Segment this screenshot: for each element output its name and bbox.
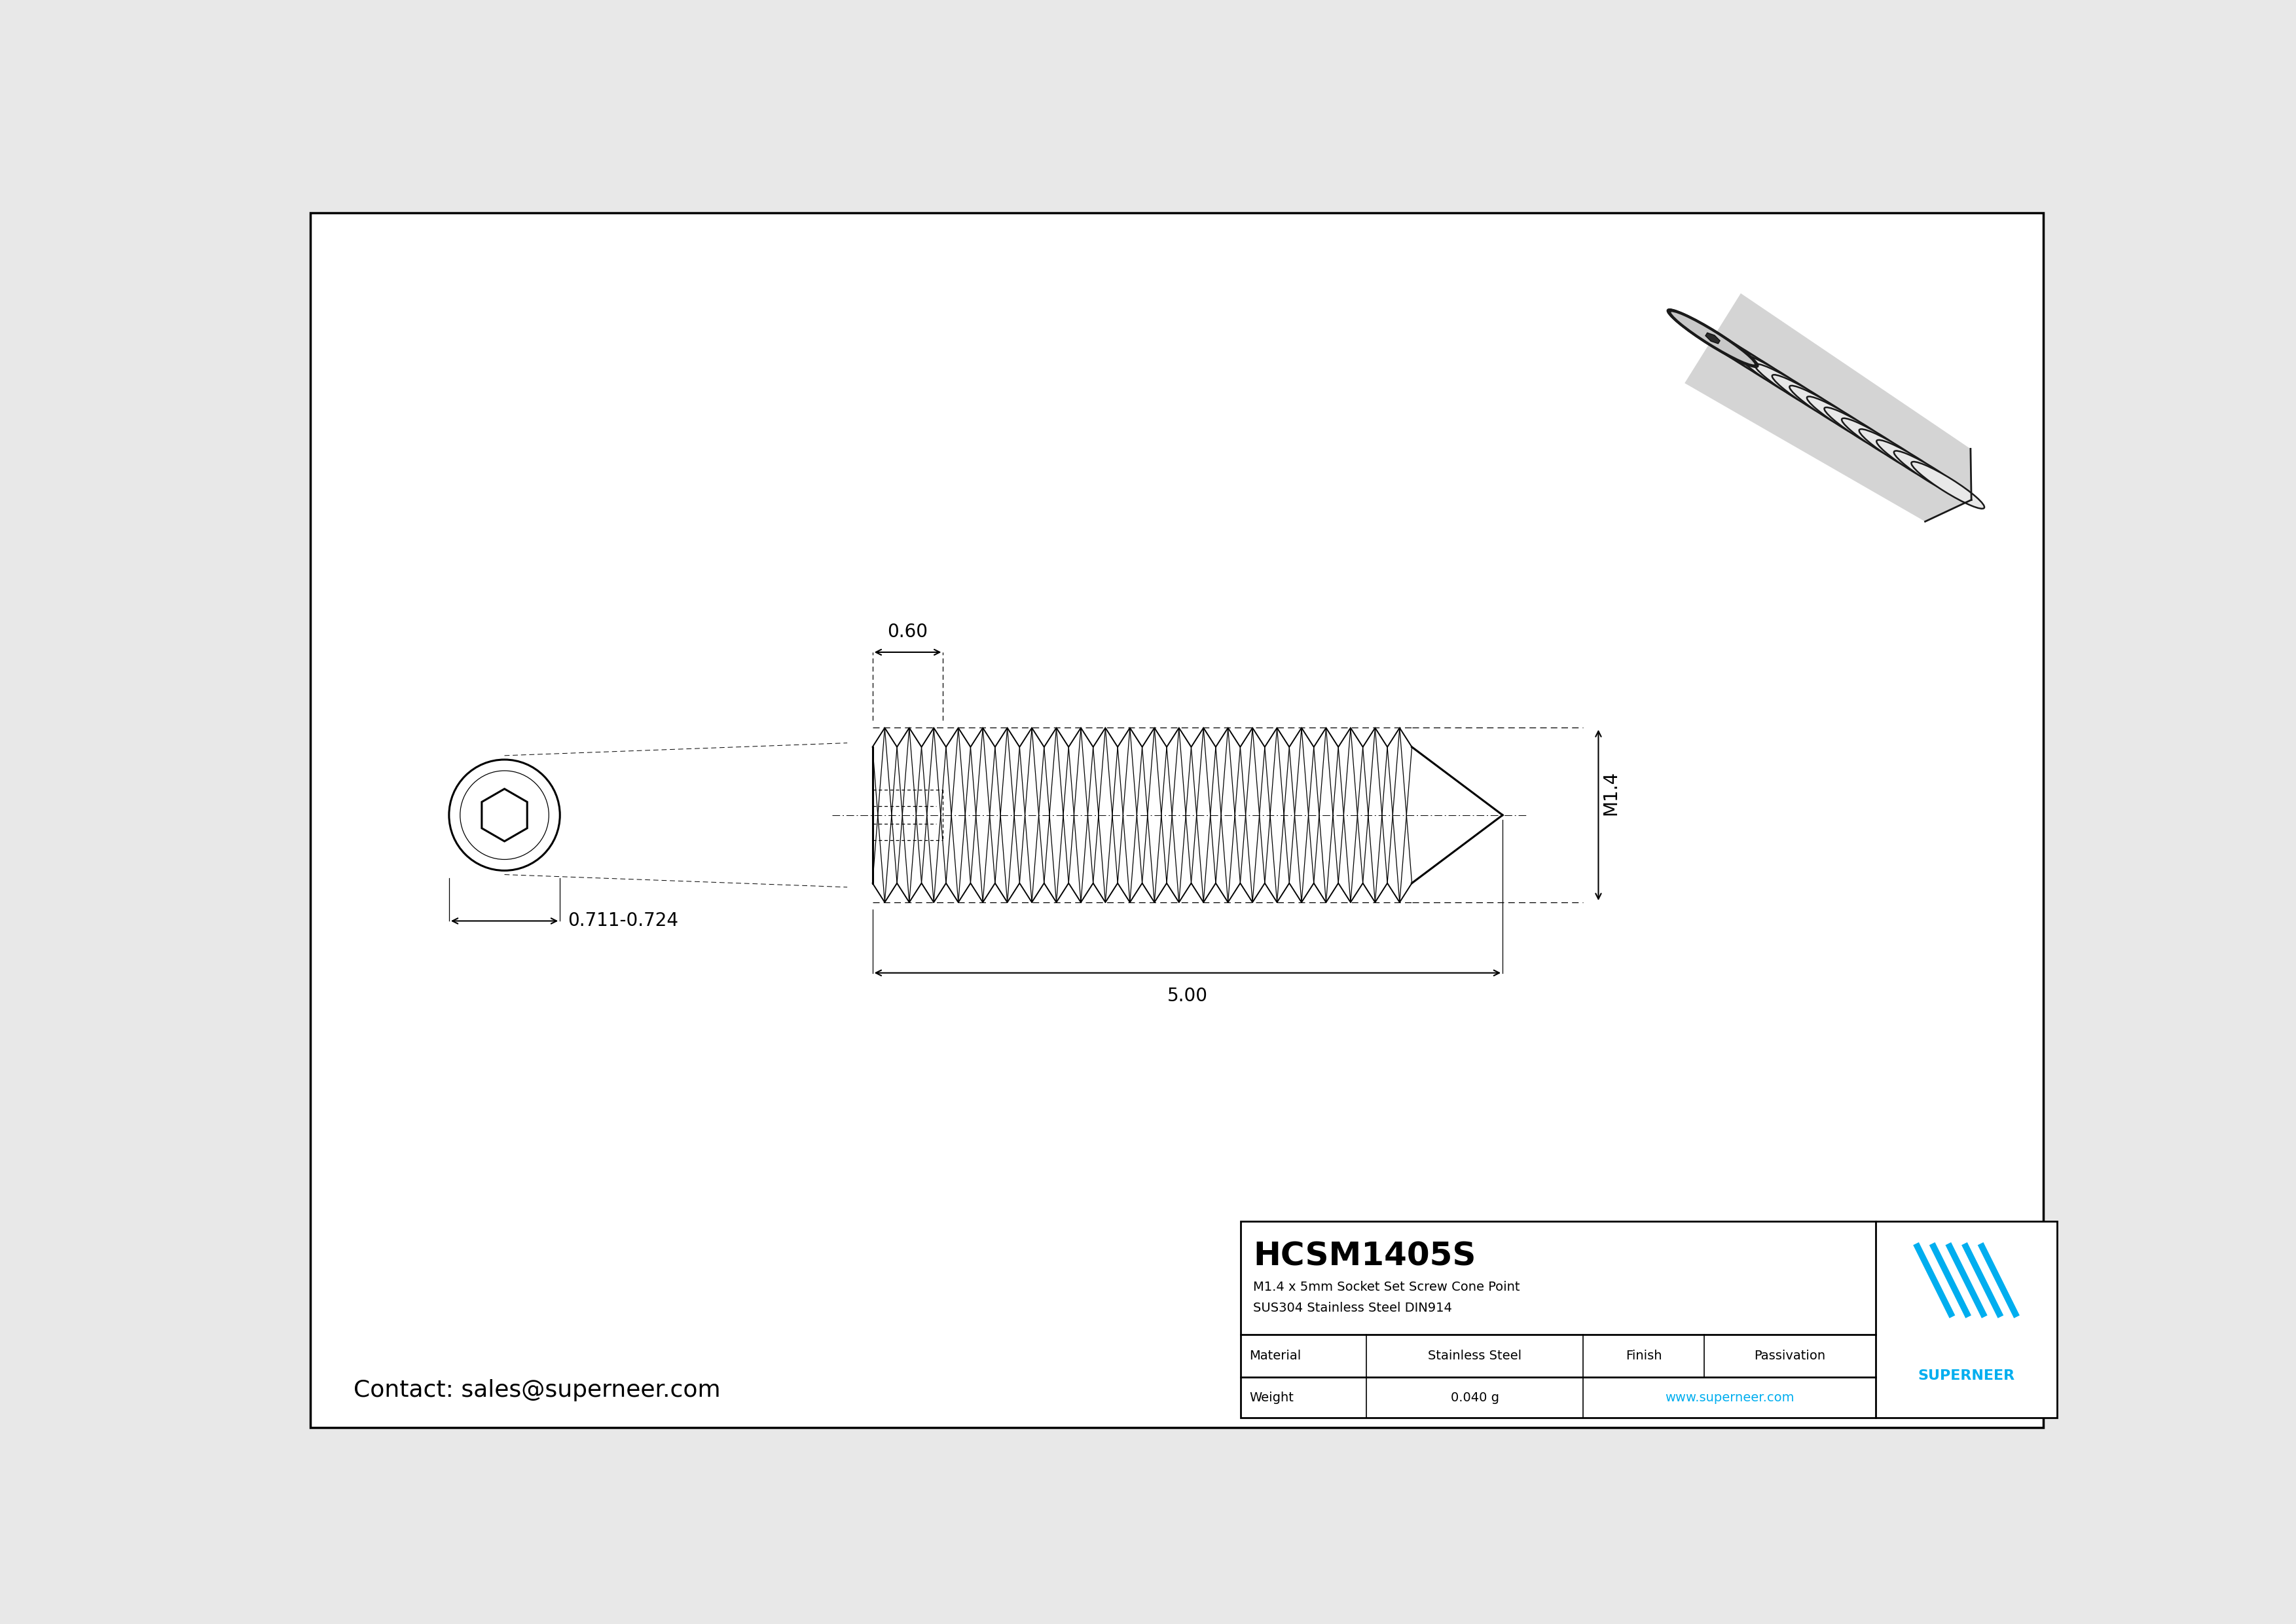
Text: HCSM1405S: HCSM1405S: [1254, 1241, 1476, 1272]
Text: M1.4: M1.4: [1603, 770, 1621, 815]
Circle shape: [450, 760, 560, 870]
Text: www.superneer.com: www.superneer.com: [1665, 1392, 1793, 1403]
Circle shape: [459, 771, 549, 859]
Text: M1.4 x 5mm Socket Set Screw Cone Point: M1.4 x 5mm Socket Set Screw Cone Point: [1254, 1281, 1520, 1293]
Ellipse shape: [1773, 375, 1855, 427]
Ellipse shape: [1910, 461, 1984, 508]
Text: 0.711-0.724: 0.711-0.724: [567, 911, 677, 931]
Text: SUPERNEER: SUPERNEER: [1917, 1369, 2016, 1382]
Ellipse shape: [1807, 396, 1887, 448]
Ellipse shape: [1720, 343, 1807, 398]
Polygon shape: [482, 789, 528, 841]
Polygon shape: [1685, 294, 1972, 521]
Ellipse shape: [1825, 408, 1903, 458]
Ellipse shape: [1667, 310, 1759, 367]
Text: SUS304 Stainless Steel DIN914: SUS304 Stainless Steel DIN914: [1254, 1302, 1451, 1314]
Ellipse shape: [1701, 331, 1791, 387]
Ellipse shape: [1894, 451, 1968, 499]
Ellipse shape: [1667, 310, 1759, 367]
Ellipse shape: [1738, 352, 1823, 408]
Text: Material: Material: [1249, 1350, 1302, 1363]
Text: Contact: sales@superneer.com: Contact: sales@superneer.com: [354, 1379, 721, 1402]
Text: Weight: Weight: [1249, 1392, 1295, 1403]
Text: 5.00: 5.00: [1166, 987, 1208, 1005]
Text: 0.60: 0.60: [889, 622, 928, 641]
Ellipse shape: [1685, 320, 1775, 377]
Ellipse shape: [1841, 419, 1919, 468]
Text: 0.040 g: 0.040 g: [1451, 1392, 1499, 1403]
Ellipse shape: [1754, 364, 1839, 417]
Text: Passivation: Passivation: [1754, 1350, 1825, 1363]
Ellipse shape: [1860, 429, 1936, 479]
Text: Finish: Finish: [1626, 1350, 1662, 1363]
Text: Stainless Steel: Stainless Steel: [1428, 1350, 1522, 1363]
Ellipse shape: [1789, 385, 1871, 438]
Polygon shape: [1706, 333, 1720, 344]
Ellipse shape: [1876, 440, 1952, 489]
Bar: [1240, 1221, 2057, 1418]
